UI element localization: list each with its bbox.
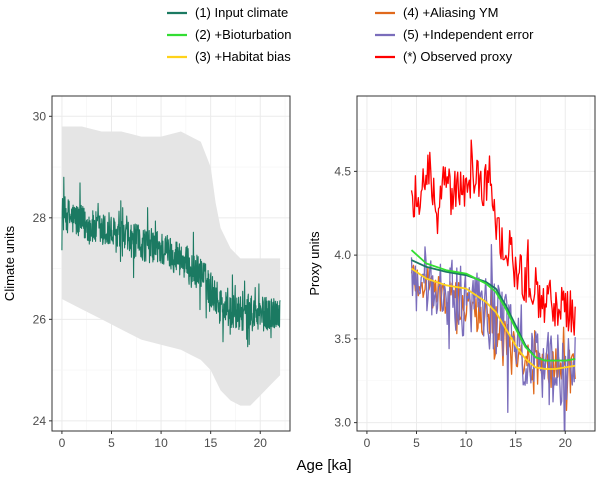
x-tick-label: 0 (59, 436, 66, 450)
left-panel: 0 5 10 15 20 24 26 28 30 Climate units (2, 95, 291, 450)
right-panel: 0 5 10 15 20 3.0 3.5 4.0 4.5 Proxy units (307, 95, 596, 450)
legend-label: (4) +Aliasing YM (403, 5, 499, 20)
series-line (61, 176, 281, 348)
x-axis-title: Age [ka] (296, 457, 351, 474)
y-axis-title: Climate units (2, 225, 17, 301)
x-tick-label: 10 (154, 436, 168, 450)
x-tick-label: 15 (204, 436, 218, 450)
legend-item: (1) Input climate (167, 5, 288, 20)
x-tick-label: 20 (254, 436, 268, 450)
legend-label: (1) Input climate (195, 5, 288, 20)
x-tick-label: 10 (459, 436, 473, 450)
legend-item: (3) +Habitat bias (167, 49, 291, 64)
legend-item: (5) +Independent error (375, 27, 534, 42)
series-line (410, 139, 576, 336)
plot-area (410, 139, 576, 431)
x-tick-label: 20 (559, 436, 573, 450)
legend: (1) Input climate (2) +Bioturbation (3) +H… (167, 5, 534, 64)
y-tick-label: 28 (33, 211, 47, 225)
legend-item: (*) Observed proxy (375, 49, 513, 64)
plot-background (357, 96, 595, 431)
legend-label: (5) +Independent error (403, 27, 534, 42)
y-tick-label: 26 (33, 312, 47, 326)
x-tick-label: 5 (108, 436, 115, 450)
panel-border (51, 95, 291, 432)
series-line (410, 267, 576, 370)
series-line (410, 244, 576, 431)
y-tick-label: 30 (33, 109, 47, 123)
plot-area (61, 126, 281, 406)
legend-label: (*) Observed proxy (403, 49, 513, 64)
series-line (410, 249, 576, 362)
legend-label: (3) +Habitat bias (195, 49, 291, 64)
legend-label: (2) +Bioturbation (195, 27, 291, 42)
x-tick-label: 15 (509, 436, 523, 450)
y-tick-label: 4.5 (334, 164, 351, 178)
legend-item: (2) +Bioturbation (167, 27, 291, 42)
y-tick-label: 4.0 (334, 248, 351, 262)
panel-border (356, 95, 596, 432)
y-axis-title: Proxy units (307, 231, 322, 296)
x-tick-label: 5 (413, 436, 420, 450)
legend-item: (4) +Aliasing YM (375, 5, 499, 20)
y-tick-label: 3.5 (334, 332, 351, 346)
x-tick-label: 0 (364, 436, 371, 450)
y-tick-label: 24 (33, 414, 47, 428)
y-tick-label: 3.0 (334, 416, 351, 430)
